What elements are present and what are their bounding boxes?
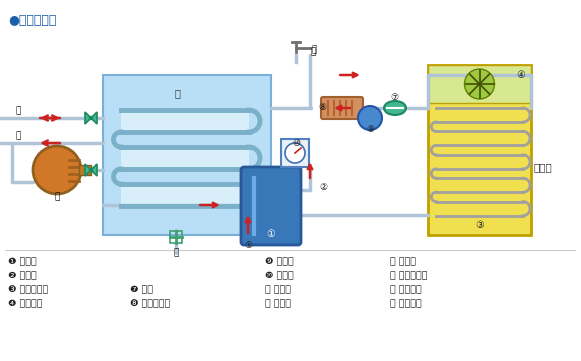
Text: ⑩: ⑩ [292,139,300,148]
Text: ①: ① [267,229,275,239]
Bar [281,139,309,167]
Text: ⑪: ⑪ [312,45,317,55]
Text: ⑯: ⑯ [15,106,21,116]
FancyBboxPatch shape [241,167,301,245]
Bar [170,231,182,243]
Text: ⑦: ⑦ [390,92,398,101]
Bar [79,165,91,175]
Text: ❿ 低压表: ❿ 低压表 [265,271,294,280]
Text: ⑫: ⑫ [174,88,180,98]
Text: ⓫ 补给水: ⓫ 补给水 [265,286,291,295]
Polygon shape [85,112,97,124]
Polygon shape [85,164,97,176]
Bar [121,184,249,206]
Ellipse shape [384,101,406,115]
FancyBboxPatch shape [321,97,363,119]
Text: ❷ 高压表: ❷ 高压表 [8,271,37,280]
Bar [121,110,249,132]
Text: ⑭: ⑭ [54,192,60,201]
Text: ⑧: ⑧ [318,104,326,113]
Text: ⑮ 冻水出水: ⑮ 冻水出水 [390,286,422,295]
Circle shape [33,146,81,194]
Bar [428,65,531,235]
Text: ⑪: ⑪ [310,48,315,57]
Text: 风冷式: 风冷式 [534,162,553,172]
Text: ❼ 角阀: ❼ 角阀 [130,286,153,295]
Text: ❽ 干燥过滤器: ❽ 干燥过滤器 [130,300,170,309]
Text: ⑬ 排污口: ⑬ 排污口 [390,257,416,266]
Circle shape [89,117,92,119]
Text: ④: ④ [517,70,525,80]
Text: ⓬ 蒸发器: ⓬ 蒸发器 [265,300,291,309]
Text: ●结构示意图: ●结构示意图 [8,14,56,27]
Text: ⑯ 冻水入水: ⑯ 冻水入水 [390,300,422,309]
Text: ⑬: ⑬ [173,248,179,257]
Text: ①: ① [244,240,252,249]
Text: ②: ② [319,183,327,191]
Text: ❸ 风冷冷凝器: ❸ 风冷冷凝器 [8,286,48,295]
Circle shape [358,106,382,130]
Circle shape [464,69,494,99]
Bar [428,65,531,103]
Bar [121,147,249,169]
FancyBboxPatch shape [103,75,271,235]
Text: ⑨: ⑨ [366,126,374,135]
Circle shape [285,143,305,163]
Text: ③: ③ [475,220,484,230]
Text: ❹ 散热风扇: ❹ 散热风扇 [8,300,42,309]
Text: ⑮: ⑮ [15,131,21,140]
Text: ⑭ 冻水循环泵: ⑭ 冻水循环泵 [390,271,428,280]
Circle shape [89,169,92,171]
Text: ❶ 压缩机: ❶ 压缩机 [8,257,37,266]
Text: ❾ 膨胀阀: ❾ 膨胀阀 [265,257,294,266]
